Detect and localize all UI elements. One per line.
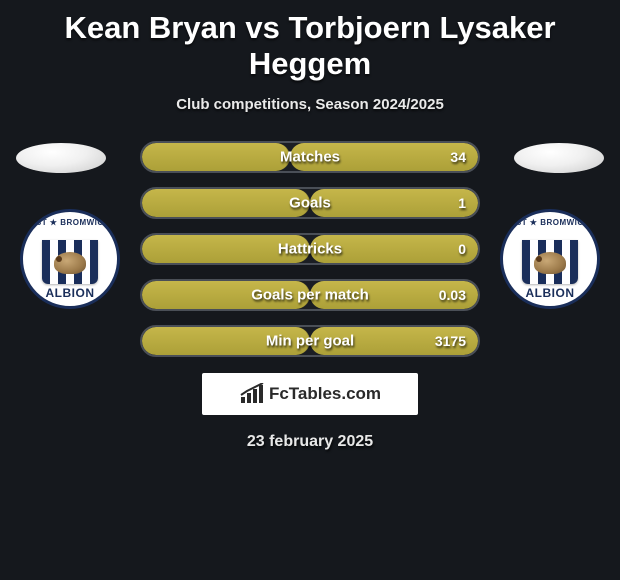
player-left-avatar: [16, 143, 106, 173]
badge-main-text: ALBION: [23, 286, 117, 300]
stat-row: 0.03 Goals per match: [140, 279, 480, 311]
stat-value-right: 34: [450, 149, 466, 165]
badge-main-text: ALBION: [503, 286, 597, 300]
brand-box: FcTables.com: [202, 373, 418, 415]
stat-fill-right: [310, 189, 478, 217]
stat-label: Matches: [280, 149, 340, 166]
stat-row: 34 Matches: [140, 141, 480, 173]
brand-chart-icon: [239, 383, 265, 405]
stat-label: Hattricks: [278, 241, 342, 258]
stat-fill-left: [142, 189, 310, 217]
stat-value-right: 0: [458, 241, 466, 257]
subtitle: Club competitions, Season 2024/2025: [0, 96, 620, 113]
stat-label: Goals: [289, 195, 331, 212]
badge-top-text: EST ★ BROMWICH: [23, 218, 117, 227]
stat-label: Goals per match: [251, 287, 369, 304]
brand-text: FcTables.com: [269, 384, 381, 404]
player-left-club-badge: EST ★ BROMWICH ALBION: [20, 209, 120, 309]
stat-value-right: 1: [458, 195, 466, 211]
stat-fill-left: [142, 143, 290, 171]
stat-row: 3175 Min per goal: [140, 325, 480, 357]
stat-row: 0 Hattricks: [140, 233, 480, 265]
stat-row: 1 Goals: [140, 187, 480, 219]
page-title: Kean Bryan vs Torbjoern Lysaker Heggem: [0, 0, 620, 82]
snapshot-date: 23 february 2025: [247, 433, 373, 451]
player-right-club-badge: EST ★ BROMWICH ALBION: [500, 209, 600, 309]
stat-rows-container: 34 Matches 1 Goals 0 Hattricks 0.03 Goals per m…: [140, 141, 480, 371]
player-right-avatar: [514, 143, 604, 173]
stat-label: Min per goal: [266, 333, 354, 350]
badge-top-text: EST ★ BROMWICH: [503, 218, 597, 227]
stat-value-right: 0.03: [439, 287, 466, 303]
stat-value-right: 3175: [435, 333, 466, 349]
